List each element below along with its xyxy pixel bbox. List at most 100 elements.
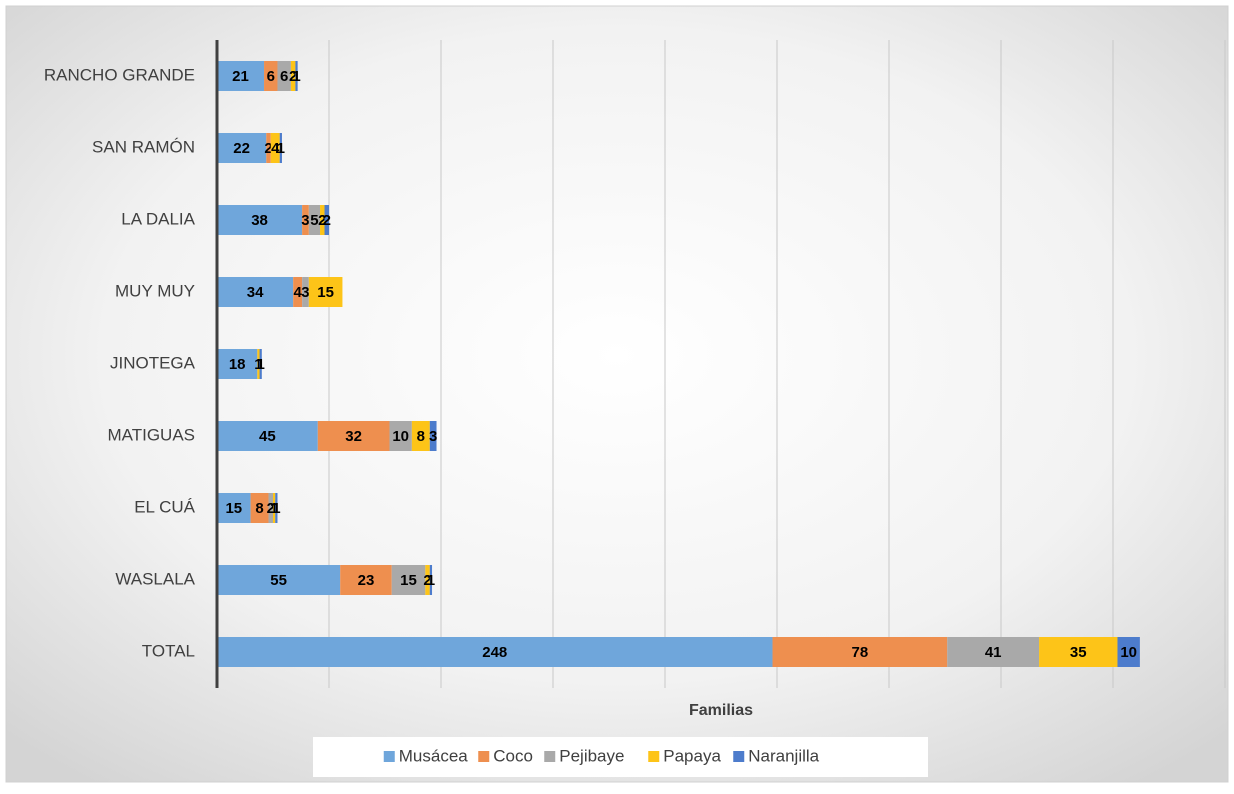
data-label: 1 (427, 572, 435, 589)
bar-segment (217, 493, 251, 523)
data-label: 8 (417, 428, 425, 445)
y-tick-label: TOTAL (142, 641, 195, 660)
data-label: 4 (271, 140, 280, 157)
bar-segment (340, 565, 392, 595)
bar-segment (275, 493, 278, 523)
data-label: 2 (267, 500, 275, 517)
data-label: 18 (229, 356, 246, 373)
legend-label: Pejibaye (559, 746, 624, 765)
data-label: 3 (301, 212, 309, 229)
bar-segment (270, 133, 280, 163)
bar-segment (411, 421, 430, 451)
data-label: 2 (289, 68, 297, 85)
data-label: 248 (482, 644, 507, 661)
bar-segment (302, 277, 309, 307)
data-label: 32 (345, 428, 362, 445)
data-label: 2 (264, 140, 272, 157)
data-label: 38 (251, 212, 268, 229)
data-label: 34 (247, 284, 264, 301)
data-label: 8 (255, 500, 263, 517)
data-label: 1 (277, 140, 285, 157)
legend-swatch (383, 751, 395, 762)
data-label: 21 (232, 68, 249, 85)
data-label: 1 (270, 500, 278, 517)
data-label: 6 (280, 68, 288, 85)
data-label: 3 (429, 428, 437, 445)
data-label: 15 (225, 500, 242, 517)
data-label: 55 (270, 572, 287, 589)
bar-segment (217, 133, 267, 163)
bar-segment (217, 205, 303, 235)
bar-segment (391, 565, 426, 595)
data-label: 6 (267, 68, 275, 85)
data-label: 1 (292, 68, 300, 85)
bar-segment (295, 61, 298, 91)
y-tick-label: WASLALA (115, 569, 195, 588)
legend-box (313, 737, 928, 777)
bar-segment (1039, 637, 1118, 667)
bar-segment (266, 133, 271, 163)
bar-segment (324, 205, 329, 235)
bar-segment (273, 493, 276, 523)
bar-segment (947, 637, 1040, 667)
data-label: 2 (318, 212, 326, 229)
bar-segment (259, 349, 262, 379)
y-tick-label: EL CUÁ (134, 497, 195, 516)
bar-segment (217, 565, 341, 595)
data-label: 78 (852, 644, 869, 661)
bar-segment (389, 421, 412, 451)
bar-segment (217, 421, 318, 451)
bar-segment (1117, 637, 1140, 667)
y-tick-label: MUY MUY (115, 281, 195, 300)
bar-segment (317, 421, 390, 451)
bar-segment (277, 61, 291, 91)
y-tick-label: MATIGUAS (107, 425, 195, 444)
y-tick-label: JINOTEGA (110, 353, 196, 372)
legend-swatch (733, 751, 745, 762)
data-label: 22 (233, 140, 250, 157)
x-axis-label: Familias (689, 702, 753, 719)
bar-segment (250, 493, 269, 523)
data-label: 15 (317, 284, 334, 301)
legend-label: Papaya (663, 746, 721, 765)
data-label: 35 (1070, 644, 1087, 661)
legend-label: Coco (493, 746, 533, 765)
bar-segment (217, 61, 265, 91)
bar-segment (290, 61, 296, 91)
bar-segment (429, 421, 437, 451)
bar-segment (302, 205, 309, 235)
y-tick-label: LA DALIA (121, 209, 195, 228)
data-label: 10 (1120, 644, 1137, 661)
data-label: 1 (272, 500, 280, 517)
data-label: 10 (392, 428, 409, 445)
data-label: 2 (423, 572, 431, 589)
bar-segment (320, 205, 325, 235)
legend-label: Naranjilla (748, 746, 819, 765)
bar-segment (268, 493, 273, 523)
data-label: 3 (301, 284, 309, 301)
bar-segment (293, 277, 303, 307)
data-label: 15 (400, 572, 417, 589)
bar-segment (264, 61, 278, 91)
y-tick-label: RANCHO GRANDE (44, 65, 195, 84)
data-label: 1 (257, 356, 265, 373)
data-label: 4 (293, 284, 302, 301)
legend-label: Musácea (399, 746, 469, 765)
bar-segment (429, 565, 433, 595)
bar-segment (217, 349, 258, 379)
bar-segment (257, 349, 260, 379)
bar-segment (772, 637, 948, 667)
legend-swatch (648, 751, 660, 762)
data-label: 41 (985, 644, 1002, 661)
bar-segment (425, 565, 430, 595)
bar-segment (217, 277, 294, 307)
data-label: 23 (358, 572, 375, 589)
data-label: 45 (259, 428, 276, 445)
bar-segment (308, 205, 321, 235)
data-label: 1 (254, 356, 262, 373)
bar-segment (279, 133, 282, 163)
legend-swatch (544, 751, 556, 762)
legend-swatch (478, 751, 490, 762)
bar-segment (308, 277, 343, 307)
